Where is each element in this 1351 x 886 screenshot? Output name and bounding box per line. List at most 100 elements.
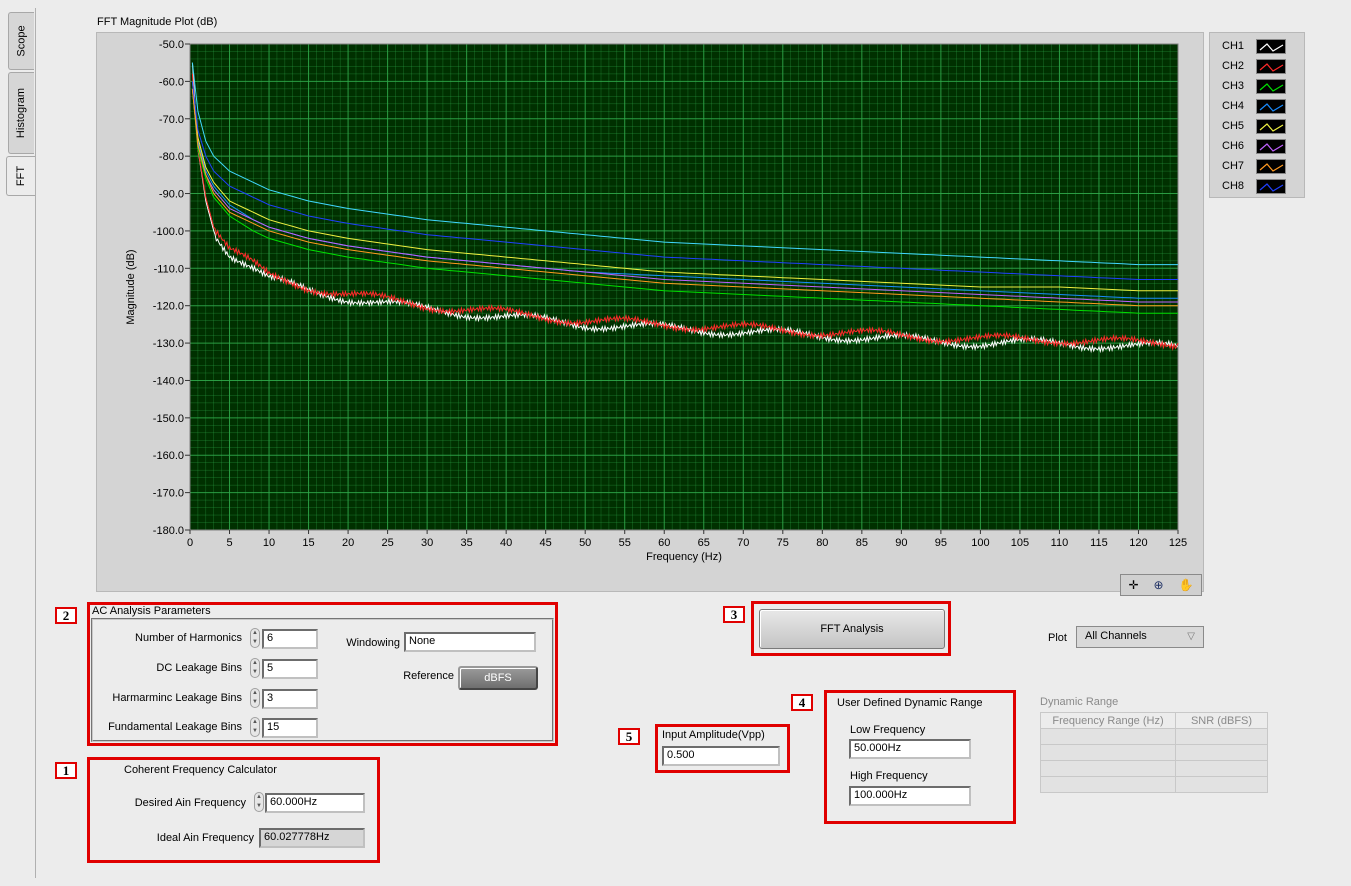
fundamental-leakage-label: Fundamental Leakage Bins: [108, 721, 242, 733]
crosshair-icon[interactable]: ✛: [1128, 578, 1139, 592]
callout-box-input-amplitude: [655, 724, 790, 773]
legend-item-ch8[interactable]: CH8: [1210, 177, 1306, 197]
x-tick-label: 95: [935, 537, 947, 549]
legend-swatch: [1256, 179, 1286, 194]
harmonics-input[interactable]: 6: [262, 629, 318, 649]
callout-number-1: 1: [55, 762, 77, 779]
legend-item-ch6[interactable]: CH6: [1210, 137, 1306, 157]
fundamental-leakage-input[interactable]: 15: [262, 718, 318, 738]
ideal-frequency-label: Ideal Ain Frequency: [156, 832, 254, 844]
input-amplitude-input[interactable]: 0.500: [662, 746, 780, 766]
y-tick-label: -180.0: [153, 525, 184, 537]
x-tick-label: 115: [1090, 537, 1108, 549]
x-axis-label: Frequency (Hz): [646, 551, 722, 563]
legend-item-ch4[interactable]: CH4: [1210, 97, 1306, 117]
column-header-frequency-range: Frequency Range (Hz): [1040, 712, 1176, 729]
reference-toggle[interactable]: dBFS: [458, 666, 538, 690]
x-tick-label: 120: [1129, 537, 1147, 549]
x-tick-label: 25: [381, 537, 393, 549]
desired-frequency-spinner[interactable]: ▲ ▼: [254, 792, 264, 812]
legend-item-ch2[interactable]: CH2: [1210, 57, 1306, 77]
series-line-ch7: [191, 88, 1178, 307]
x-tick-label: 70: [737, 537, 749, 549]
legend-item-ch3[interactable]: CH3: [1210, 77, 1306, 97]
y-tick-label: -60.0: [159, 76, 184, 88]
x-tick-label: 15: [302, 537, 314, 549]
legend-item-ch7[interactable]: CH7: [1210, 157, 1306, 177]
x-tick-label: 55: [619, 537, 631, 549]
harmonics-spinner[interactable]: ▲ ▼: [250, 628, 260, 648]
x-tick-label: 80: [816, 537, 828, 549]
high-frequency-label: High Frequency: [850, 770, 928, 782]
high-frequency-input[interactable]: 100.000Hz: [849, 786, 971, 806]
x-tick-label: 5: [226, 537, 232, 549]
callout-number-2: 2: [55, 607, 77, 624]
plot-channel-select[interactable]: All Channels ▽: [1076, 626, 1204, 648]
y-tick-label: -120.0: [153, 301, 184, 313]
x-tick-label: 100: [971, 537, 989, 549]
desired-frequency-input[interactable]: 60.000Hz: [265, 793, 365, 813]
column-header-snr: SNR (dBFS): [1175, 712, 1268, 729]
table-row[interactable]: [1040, 760, 1268, 777]
fft-analysis-button[interactable]: FFT Analysis: [759, 609, 945, 649]
tab-divider: [35, 8, 36, 878]
windowing-field[interactable]: None: [404, 632, 536, 652]
x-tick-label: 35: [461, 537, 473, 549]
zoom-icon[interactable]: ⊕: [1153, 578, 1164, 592]
low-frequency-input[interactable]: 50.000Hz: [849, 739, 971, 759]
x-tick-label: 90: [895, 537, 907, 549]
legend-item-ch5[interactable]: CH5: [1210, 117, 1306, 137]
plot-border: [189, 43, 1179, 531]
windowing-label: Windowing: [346, 637, 400, 649]
legend-swatch: [1256, 79, 1286, 94]
x-tick-label: 50: [579, 537, 591, 549]
harmonic-leakage-input[interactable]: 3: [262, 689, 318, 709]
callout-box-fft-analysis: [751, 601, 951, 656]
callout-box-user-dynamic-range: [824, 690, 1016, 824]
dynamic-range-title: Dynamic Range: [1040, 696, 1119, 708]
fundamental-leakage-spinner[interactable]: ▲ ▼: [250, 717, 260, 737]
y-tick-label: -150.0: [153, 413, 184, 425]
graph-title: FFT Magnitude Plot (dB): [97, 16, 218, 28]
table-row[interactable]: [1040, 728, 1268, 745]
y-tick-label: -90.0: [159, 189, 184, 201]
plot-select-label: Plot: [1048, 632, 1067, 644]
x-tick-label: 0: [187, 537, 193, 549]
hand-icon[interactable]: ✋: [1178, 578, 1194, 592]
y-tick-label: -70.0: [159, 114, 184, 126]
table-row[interactable]: [1040, 776, 1268, 793]
ac-analysis-panel: [91, 618, 554, 742]
x-tick-label: 20: [342, 537, 354, 549]
x-tick-label: 30: [421, 537, 433, 549]
legend-swatch: [1256, 139, 1286, 154]
fft-magnitude-chart[interactable]: -50.0 -60.0 -70.0 -80.0 -90.0 -100.0 -110.0 -12…: [96, 32, 1204, 592]
dc-leakage-spinner[interactable]: ▲ ▼: [250, 658, 260, 678]
series-line-ch8: [191, 81, 1178, 280]
tab-fft[interactable]: FFT: [6, 156, 36, 196]
desired-frequency-label: Desired Ain Frequency: [134, 797, 246, 809]
tab-scope[interactable]: Scope: [8, 12, 34, 70]
series-line-ch5: [191, 81, 1178, 292]
reference-label: Reference: [403, 670, 454, 682]
x-tick-label: 110: [1051, 537, 1069, 549]
series-line-unnamed: [191, 62, 1178, 266]
legend-item-ch1[interactable]: CH1: [1210, 37, 1306, 57]
legend-swatch: [1256, 159, 1286, 174]
tab-histogram[interactable]: Histogram: [8, 72, 34, 154]
harmonics-label: Number of Harmonics: [135, 632, 242, 644]
harmonic-leakage-spinner[interactable]: ▲ ▼: [250, 688, 260, 708]
x-tick-label: 60: [658, 537, 670, 549]
low-frequency-label: Low Frequency: [850, 724, 926, 736]
legend-swatch: [1256, 59, 1286, 74]
x-tick-label: 40: [500, 537, 512, 549]
x-tick-label: 10: [263, 537, 275, 549]
series-line-ch3: [191, 88, 1178, 314]
dc-leakage-input[interactable]: 5: [262, 659, 318, 679]
y-tick-label: -130.0: [153, 338, 184, 350]
table-row[interactable]: [1040, 744, 1268, 761]
x-tick-label: 125: [1169, 537, 1187, 549]
series-line-ch6: [191, 88, 1178, 303]
y-tick-label: -80.0: [159, 151, 184, 163]
dynamic-range-table[interactable]: Frequency Range (Hz) SNR (dBFS): [1040, 712, 1268, 793]
callout-box-ac-analysis: [87, 602, 558, 746]
